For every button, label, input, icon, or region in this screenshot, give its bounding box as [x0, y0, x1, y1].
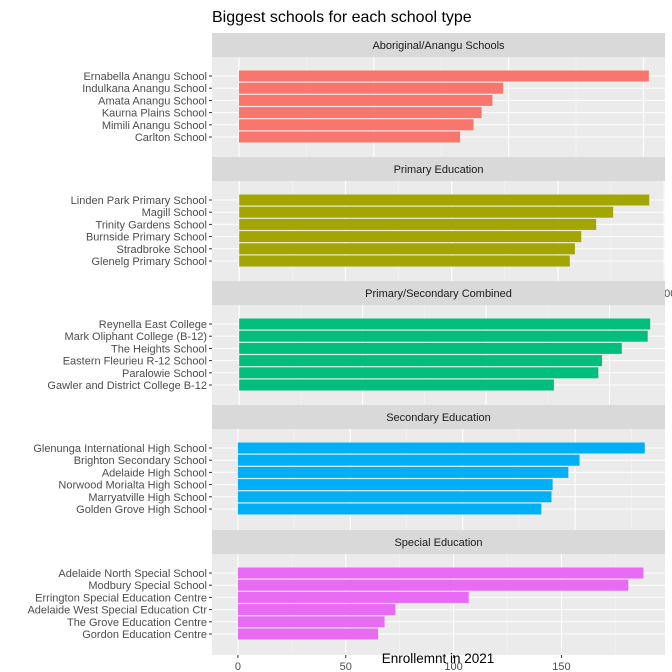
category-label: Adelaide West Special Education Ctr: [27, 605, 207, 617]
strip-label: Primary/Secondary Combined: [365, 288, 512, 300]
bar: [237, 442, 645, 454]
category-label: Stradbroke School: [117, 244, 208, 256]
category-label: Reynella East College: [99, 319, 207, 331]
category-label: Kaurna Plains School: [102, 108, 207, 120]
bar: [239, 318, 651, 330]
bar: [239, 255, 570, 267]
x-tick-label: 100: [444, 661, 462, 672]
category-label: Carlton School: [135, 132, 207, 144]
bar: [238, 107, 482, 119]
strip-label: Aboriginal/Anangu Schools: [372, 40, 505, 52]
bar: [239, 194, 650, 206]
x-tick-label: 0: [235, 661, 241, 672]
category-label: Glenelg Primary School: [91, 256, 207, 268]
category-label: Norwood Morialta High School: [58, 480, 207, 492]
strip-background: [212, 405, 665, 429]
strip-background: [212, 530, 665, 554]
bar: [239, 206, 614, 218]
category-label: Gordon Education Centre: [82, 629, 207, 641]
category-label: Mimili Anangu School: [102, 120, 207, 132]
x-tick-label: 50: [340, 661, 352, 672]
category-label: Golden Grove High School: [76, 504, 207, 516]
category-label: Gawler and District College B-12: [47, 380, 207, 392]
panel: Special Education 0 50 100 150 Adelaide North…: [27, 530, 665, 672]
x-tick-label: 150: [552, 661, 570, 672]
category-label: Marryatville High School: [88, 492, 207, 504]
bar: [237, 466, 569, 478]
panel: Primary Education02505007501000Linden Pa…: [71, 157, 672, 300]
category-label: Magill School: [142, 207, 207, 219]
category-label: Mark Oliphant College (B-12): [65, 331, 207, 343]
category-label: Burnside Primary School: [86, 232, 207, 244]
category-label: Adelaide North Special School: [58, 568, 207, 580]
bar: [239, 342, 622, 354]
panel: Secondary Education050010001500Glenunga …: [33, 405, 665, 548]
category-label: Errington Special Education Centre: [35, 592, 207, 604]
bar: [237, 491, 552, 503]
bar: [237, 628, 379, 640]
category-label: The Grove Education Centre: [67, 617, 207, 629]
category-label: Brighton Secondary School: [74, 455, 207, 467]
category-label: Paralowie School: [122, 368, 207, 380]
category-label: Adelaide High School: [102, 467, 207, 479]
bar: [239, 379, 554, 391]
bar: [237, 591, 469, 603]
category-label: The Heights School: [111, 343, 207, 355]
bar: [239, 231, 582, 243]
bar: [239, 355, 603, 367]
bar: [238, 70, 649, 82]
bar: [237, 616, 385, 628]
strip-label: Special Education: [394, 537, 482, 549]
strip-label: Secondary Education: [386, 412, 491, 424]
strip-background: [212, 281, 665, 305]
panels: Aboriginal/Anangu Schools 0 50 100 150 Ernabe…: [27, 33, 672, 672]
bar: [238, 82, 504, 94]
chart-title: Biggest schools for each school type: [212, 9, 472, 26]
bar: [238, 119, 474, 131]
category-label: Eastern Fleurieu R-12 School: [63, 356, 207, 368]
bar: [237, 503, 542, 515]
category-label: Trinity Gardens School: [96, 219, 207, 231]
bar: [239, 218, 597, 230]
bar: [237, 454, 580, 466]
panel: Primary/Secondary Combined050010001500Re…: [47, 281, 665, 424]
bar: [238, 131, 461, 143]
strip-background: [212, 157, 665, 181]
bar: [237, 604, 396, 616]
category-label: Modbury Special School: [88, 580, 207, 592]
panel: Aboriginal/Anangu Schools050100150Ernabe…: [82, 33, 665, 176]
bar: [237, 567, 644, 579]
bar: [237, 579, 629, 591]
category-label: Ernabella Anangu School: [83, 71, 207, 83]
category-label: Linden Park Primary School: [71, 195, 207, 207]
bar: [238, 94, 493, 106]
bar: [239, 367, 599, 379]
category-label: Indulkana Anangu School: [82, 83, 207, 95]
strip-label: Primary Education: [394, 164, 484, 176]
category-label: Amata Anangu School: [98, 95, 207, 107]
category-label: Glenunga International High School: [33, 443, 207, 455]
bar: [237, 479, 553, 491]
bar: [239, 330, 648, 342]
x-axis-title: Enrollemnt in 2021: [382, 651, 495, 666]
bar: [239, 243, 575, 255]
strip-background: [212, 33, 665, 57]
